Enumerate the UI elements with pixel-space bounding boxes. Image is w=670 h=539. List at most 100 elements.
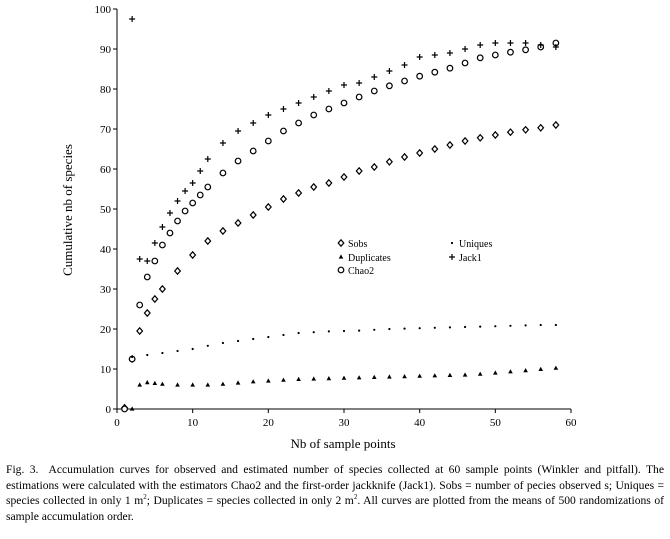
jack1-point (174, 198, 181, 204)
uniques-point (146, 353, 149, 357)
sobs-point (234, 218, 242, 228)
chao2-point (196, 191, 204, 199)
sobs-point (416, 148, 424, 158)
jack1-point (416, 54, 423, 60)
y-tick-label: 60 (100, 164, 112, 176)
uniques-point (373, 328, 376, 331)
uniques-point (358, 329, 361, 332)
uniques-point (236, 339, 240, 343)
chart-marks (120, 16, 560, 413)
chao2-point (219, 169, 227, 177)
chao2-point (121, 405, 128, 413)
y-tick-label: 30 (100, 284, 112, 296)
sobs-point (136, 326, 144, 336)
chao2-point (234, 157, 242, 165)
duplicates-point (341, 375, 347, 380)
jack1-point (371, 74, 378, 80)
uniques-point (221, 341, 225, 345)
jack1-point (250, 120, 257, 126)
duplicates-point (523, 368, 528, 373)
chao2-point (461, 59, 469, 67)
jack1-point (166, 210, 173, 216)
uniques-point (282, 333, 285, 337)
caption-text-2: ; Duplicates = species collected in only… (146, 494, 354, 508)
uniques-point (388, 327, 391, 331)
jack1-point (189, 180, 196, 186)
x-tick-label: 20 (263, 417, 275, 429)
sobs-point (476, 133, 484, 142)
chao2-point (431, 68, 439, 76)
duplicates-point (447, 372, 453, 377)
chao2-point (507, 48, 514, 56)
legend-label-uniques: Uniques (459, 239, 492, 250)
sobs-point (204, 236, 212, 246)
chao2-point (189, 199, 197, 207)
jack1-point (356, 80, 363, 86)
uniques-point (433, 326, 436, 329)
series-jack1 (129, 16, 559, 264)
duplicates-point (152, 380, 158, 385)
jack1-point (537, 42, 544, 48)
chao2-point (204, 183, 212, 191)
jack1-point (219, 140, 226, 146)
y-tick-label: 0 (106, 404, 112, 416)
jack1-point (522, 40, 529, 46)
figure-caption: Fig. 3. Accumulation curves for observed… (6, 462, 664, 524)
sobs-point (158, 284, 166, 294)
chao2-point (355, 93, 363, 101)
duplicates-point (432, 373, 438, 378)
duplicates-point (493, 370, 498, 375)
chao2-point (143, 273, 151, 281)
sobs-point (310, 182, 318, 192)
chao2-point (295, 119, 303, 127)
y-tick-label: 90 (100, 44, 112, 56)
legend-marker-sobs (337, 238, 345, 248)
duplicates-point (235, 380, 241, 385)
uniques-point (312, 331, 315, 334)
duplicates-point (281, 377, 286, 382)
jack1-point (325, 88, 332, 94)
caption-sup-1: 2 (143, 493, 147, 502)
sobs-point (325, 178, 333, 188)
uniques-point (267, 335, 270, 339)
jack1-point (182, 188, 189, 194)
chao2-point (136, 301, 144, 309)
sobs-point (264, 202, 272, 212)
x-axis-label: Nb of sample points (290, 436, 395, 451)
jack1-point (462, 46, 469, 52)
duplicates-point (160, 381, 165, 386)
uniques-point (539, 323, 542, 327)
x-tick-label: 60 (566, 417, 578, 429)
jack1-point (492, 40, 499, 46)
jack1-point (431, 52, 438, 58)
duplicates-point (220, 381, 226, 386)
jack1-point (446, 50, 453, 56)
sobs-point (461, 136, 469, 146)
sobs-point (340, 172, 348, 182)
legend-label-chao2: Chao2 (348, 266, 374, 277)
sobs-point (522, 125, 530, 134)
jack1-point (235, 128, 242, 134)
sobs-point (173, 266, 182, 276)
chao2-point (325, 105, 333, 113)
x-tick-label: 0 (114, 417, 120, 429)
chart-axes: 0 10 20 30 40 50 60 70 80 90 100 0 10 20 30 40 50 60 (95, 4, 578, 429)
sobs-point (431, 144, 439, 154)
uniques-point (448, 326, 452, 329)
legend-marker-jack1 (449, 254, 455, 260)
sobs-point (355, 166, 363, 176)
uniques-point (479, 325, 482, 328)
jack1-point (265, 112, 272, 118)
uniques-point (191, 347, 194, 351)
accumulation-chart: 0 10 20 30 40 50 60 70 80 90 100 0 10 20 30 40 50 60 Sobs… (60, 4, 578, 451)
legend-marker-uniques (450, 241, 454, 245)
jack1-point (129, 16, 136, 22)
uniques-point (403, 327, 406, 330)
y-tick-label: 20 (100, 324, 112, 336)
duplicates-point (311, 376, 317, 381)
sobs-point (446, 140, 454, 150)
chao2-point (174, 217, 181, 225)
chao2-point (370, 87, 378, 95)
jack1-point (386, 68, 393, 74)
duplicates-point (371, 374, 377, 379)
